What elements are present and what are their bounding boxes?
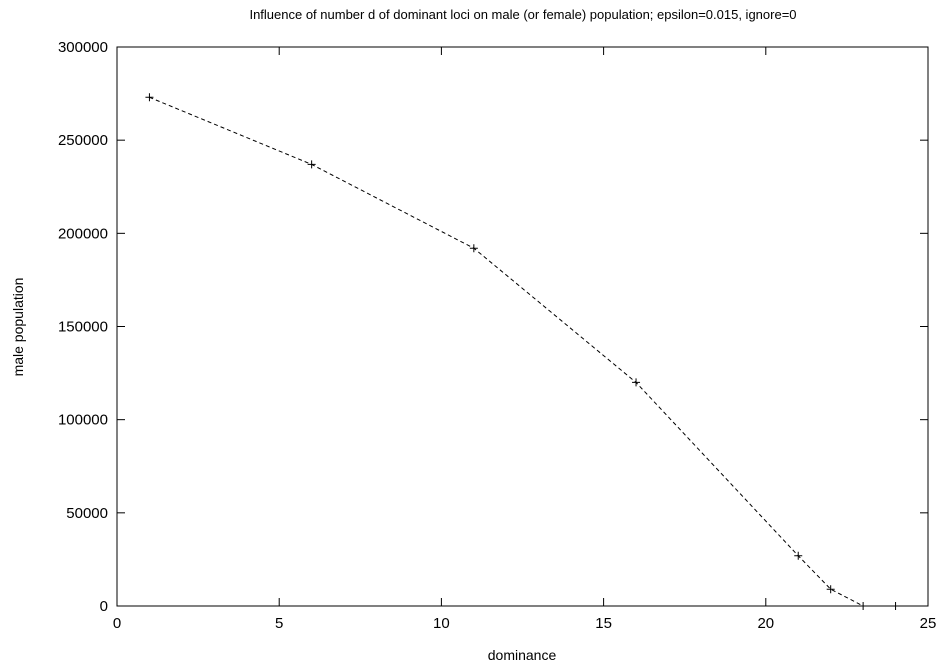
- data-point: [307, 160, 316, 169]
- x-tick-label: 15: [595, 615, 612, 632]
- plot-frame: [116, 46, 929, 607]
- x-tick-label: 5: [275, 615, 283, 632]
- data-point: [145, 93, 154, 102]
- data-point: [826, 585, 835, 594]
- chart-title: Influence of number d of dominant loci o…: [249, 7, 796, 22]
- x-tick-label: 10: [433, 615, 450, 632]
- y-tick-label: 250000: [58, 132, 108, 149]
- y-tick-label: 200000: [58, 225, 108, 242]
- y-tick-label: 50000: [66, 505, 108, 522]
- y-tick-label: 300000: [58, 39, 108, 56]
- x-tick-label: 25: [920, 615, 937, 632]
- y-tick-label: 0: [100, 598, 108, 615]
- data-point: [469, 244, 478, 253]
- y-tick-label: 100000: [58, 412, 108, 429]
- x-tick-label: 20: [757, 615, 774, 632]
- y-tick-label: 150000: [58, 319, 108, 336]
- data-point: [891, 602, 900, 610]
- x-axis: 0 5 10 15 20 25: [113, 47, 937, 632]
- data-point: [632, 378, 641, 387]
- series-layer: [145, 93, 900, 610]
- series-line: [149, 96, 896, 607]
- x-tick-label: 0: [113, 615, 121, 632]
- y-axis-label: male population: [10, 278, 26, 377]
- data-point: [794, 551, 803, 560]
- x-axis-label: dominance: [488, 647, 557, 663]
- y-axis: 0 50000 100000 150000 200000 250000 300000: [58, 39, 928, 615]
- data-point: [859, 602, 868, 610]
